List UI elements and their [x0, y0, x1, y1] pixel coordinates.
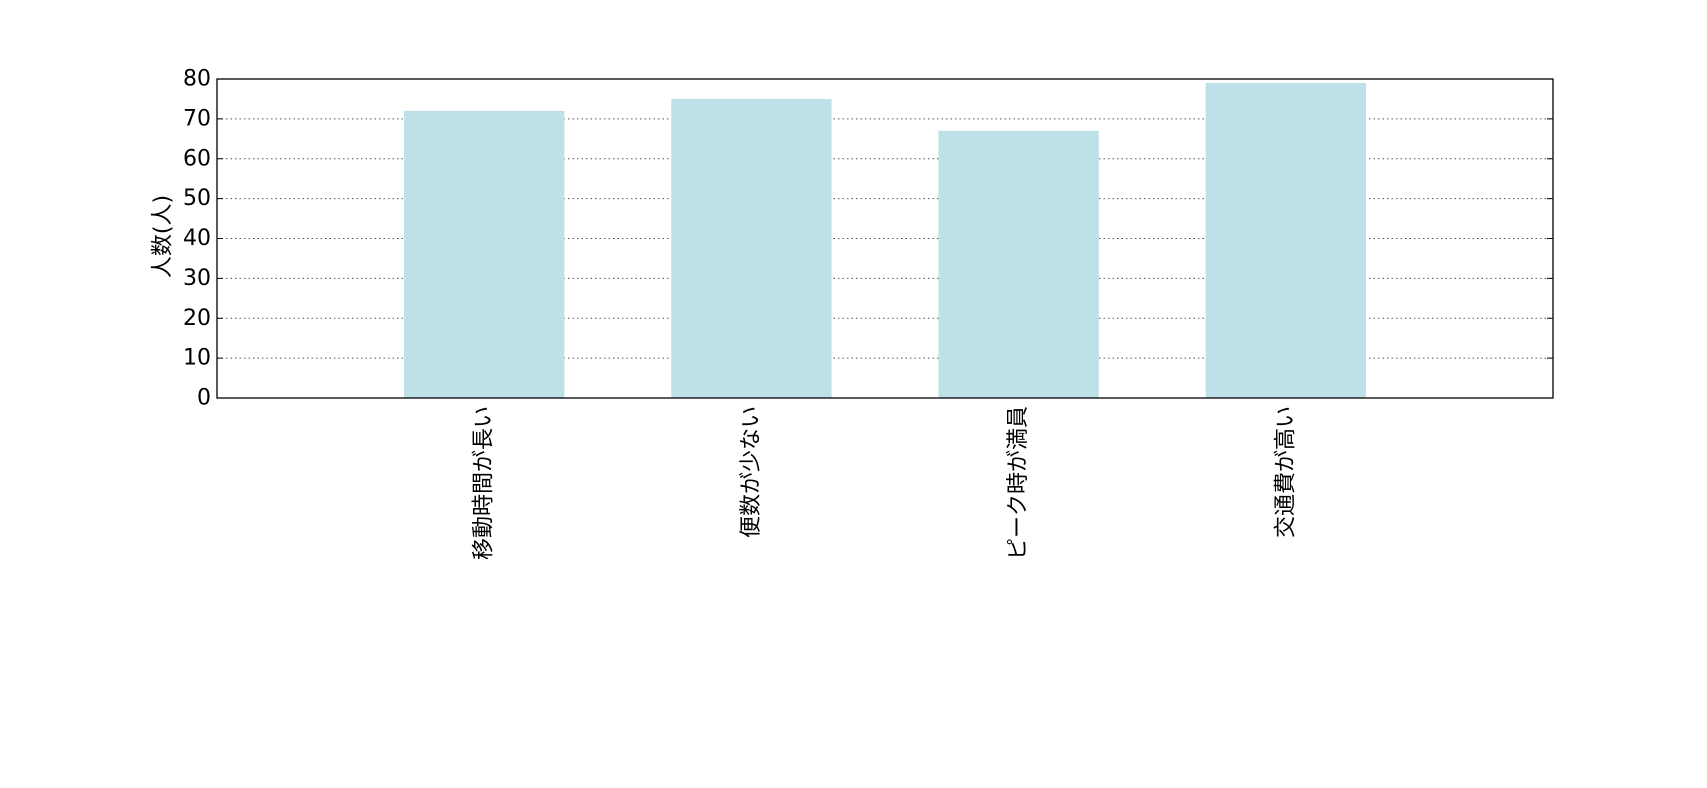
y-tick-label: 70 [183, 106, 211, 131]
y-tick-label: 10 [183, 346, 211, 371]
bar [671, 98, 832, 398]
y-axis-label: 人数(人) [151, 195, 176, 278]
x-axis-categories: 移動時間が長い 便数が少ない ピーク時が満員 交通費が高い [472, 406, 1299, 560]
y-tick-label: 20 [183, 306, 211, 331]
bar [1205, 82, 1366, 399]
x-category-label: 移動時間が長い [472, 406, 497, 560]
x-category-label: 交通費が高い [1273, 406, 1298, 538]
y-tick-label: 50 [183, 186, 211, 211]
bar [938, 130, 1099, 398]
x-category-label: 便数が少ない [739, 406, 764, 538]
y-tick-label: 0 [197, 386, 211, 411]
y-axis-ticks: 0 10 20 30 40 50 60 70 80 [183, 67, 1553, 411]
y-tick-label: 30 [183, 266, 211, 291]
bars [404, 82, 1366, 399]
x-category-label: ピーク時が満員 [1006, 406, 1031, 560]
bar [404, 110, 565, 399]
y-tick-label: 80 [183, 67, 211, 92]
y-tick-label: 60 [183, 146, 211, 171]
y-tick-label: 40 [183, 226, 211, 251]
